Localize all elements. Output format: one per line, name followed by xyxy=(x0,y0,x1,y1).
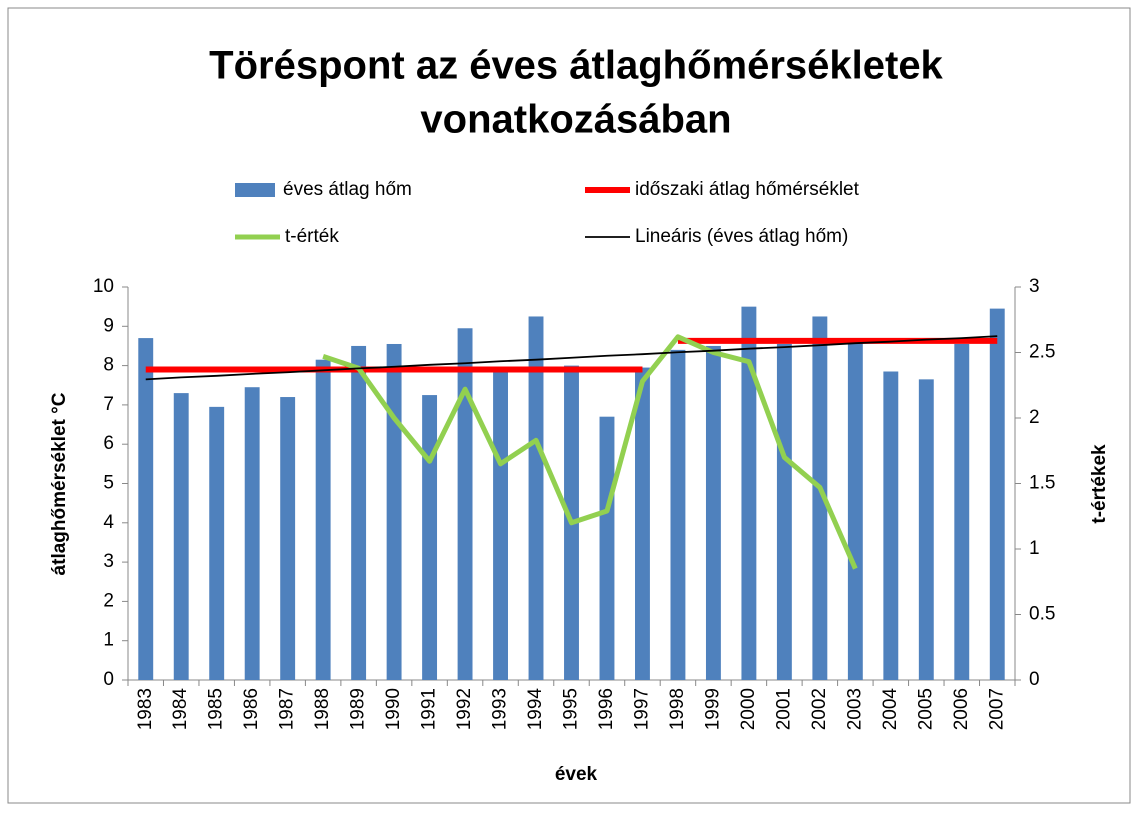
bar xyxy=(209,406,225,680)
y-tick-label: 10 xyxy=(93,276,114,297)
legend-label: időszaki átlag hőmérséklet xyxy=(635,179,860,200)
y-tick-label: 8 xyxy=(103,355,114,376)
x-tick-label: 2006 xyxy=(951,688,972,730)
t-value-line xyxy=(322,334,858,570)
y2-tick-label: 3 xyxy=(1029,276,1040,297)
x-tick-label: 2005 xyxy=(915,688,936,730)
bar xyxy=(244,387,260,680)
bar xyxy=(386,343,402,680)
bar xyxy=(422,395,438,680)
bar xyxy=(705,345,721,680)
y2-tick-label: 1.5 xyxy=(1029,473,1055,494)
bar xyxy=(670,349,686,680)
x-tick-label: 1993 xyxy=(490,688,511,730)
x-tick-label: 1999 xyxy=(702,688,723,730)
x-tick-label: 1990 xyxy=(383,688,404,730)
x-tick-label: 2004 xyxy=(880,688,901,731)
x-tick-label: 1998 xyxy=(667,688,688,730)
x-tick-label: 1983 xyxy=(135,688,156,730)
bar xyxy=(315,359,331,680)
y-tick-label: 3 xyxy=(103,551,114,572)
x-tick-label: 2000 xyxy=(738,688,759,730)
x-tick-label: 1991 xyxy=(419,688,440,730)
bar xyxy=(741,306,757,680)
bar xyxy=(812,316,828,680)
y-tick-label: 2 xyxy=(103,590,114,611)
y-tick-label: 9 xyxy=(103,315,114,336)
y2-tick-label: 1 xyxy=(1029,538,1040,559)
bar xyxy=(954,343,970,680)
bar xyxy=(493,369,508,680)
y-tick-label: 4 xyxy=(103,512,114,533)
bar xyxy=(280,397,296,680)
x-tick-label: 2003 xyxy=(844,688,865,730)
bar xyxy=(457,328,473,680)
bar xyxy=(599,416,615,680)
chart-title: vonatkozásában xyxy=(420,98,731,142)
legend-swatch xyxy=(235,183,275,197)
y2-tick-label: 2 xyxy=(1029,407,1040,428)
y-tick-label: 5 xyxy=(103,473,114,494)
y2-tick-label: 0.5 xyxy=(1029,604,1055,625)
x-tick-label: 1989 xyxy=(348,688,369,730)
y2-tick-label: 0 xyxy=(1029,669,1040,690)
x-tick-label: 1985 xyxy=(206,688,227,730)
x-tick-label: 1992 xyxy=(454,688,475,730)
bar xyxy=(635,367,650,680)
x-tick-label: 1995 xyxy=(561,688,582,730)
bar xyxy=(138,338,154,680)
bar xyxy=(351,345,367,680)
legend-label: t-érték xyxy=(285,226,339,247)
x-tick-label: 1984 xyxy=(170,688,191,731)
x-tick-label: 1987 xyxy=(277,688,298,730)
y-tick-label: 1 xyxy=(103,630,114,651)
x-tick-label: 1986 xyxy=(241,688,262,730)
trend-line xyxy=(145,335,998,381)
bar xyxy=(776,343,792,680)
y-tick-label: 7 xyxy=(103,394,114,415)
x-tick-label: 2007 xyxy=(986,688,1007,730)
y2-axis-title: t-értékek xyxy=(1089,444,1110,524)
legend-label: Lineáris (éves átlag hőm) xyxy=(635,226,848,247)
bar xyxy=(173,393,189,680)
bar xyxy=(918,379,934,680)
legend-label: éves átlag hőm xyxy=(283,179,412,200)
bar xyxy=(989,308,1005,680)
x-tick-label: 2002 xyxy=(809,688,830,730)
x-tick-label: 1996 xyxy=(596,688,617,730)
y-tick-label: 0 xyxy=(103,669,114,690)
bar xyxy=(847,342,863,680)
x-axis-title: évek xyxy=(555,764,598,785)
y-axis-title: átlaghőmérséklet °C xyxy=(49,392,70,575)
x-tick-label: 1988 xyxy=(312,688,333,730)
y-tick-label: 6 xyxy=(103,433,114,454)
y2-tick-label: 2.5 xyxy=(1029,342,1055,363)
bar xyxy=(528,316,544,680)
x-tick-label: 1997 xyxy=(631,688,652,730)
chart-title: Töréspont az éves átlaghőmérsékletek xyxy=(209,44,943,88)
bar xyxy=(883,371,899,680)
x-tick-label: 2001 xyxy=(773,688,794,730)
x-tick-label: 1994 xyxy=(525,688,546,731)
